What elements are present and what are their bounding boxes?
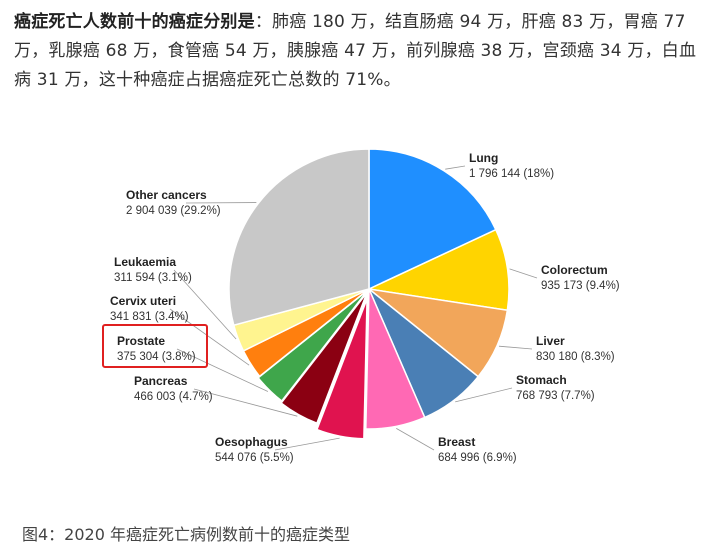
article-intro: 癌症死亡人数前十的癌症分别是：肺癌 180 万，结直肠癌 94 万，肝癌 83 … [14, 8, 708, 95]
leader-line-breast [396, 428, 435, 451]
slice-label-stomach: Stomach [516, 373, 567, 387]
slice-label-pancreas: Pancreas [134, 374, 188, 388]
slice-label-oesophagus: Oesophagus [215, 435, 288, 449]
leader-line-stomach [455, 387, 513, 403]
slice-value-pancreas: 466 003 (4.7%) [134, 391, 213, 403]
slice-value-leukaemia: 311 594 (3.1%) [114, 272, 192, 284]
leader-line-liver [498, 345, 533, 350]
slice-label-leukaemia: Leukaemia [114, 255, 176, 269]
leader-lines [169, 165, 538, 451]
slice-value-other-cancers: 2 904 039 (29.2%) [126, 205, 221, 217]
slice-label-lung: Lung [469, 151, 498, 165]
slice-value-cervix-uteri: 341 831 (3.4%) [110, 311, 189, 323]
slice-label-other-cancers: Other cancers [126, 188, 207, 202]
pie-slice-lung [368, 148, 497, 291]
prostate-highlight-box [102, 324, 208, 368]
figure-caption: 图4：2020 年癌症死亡病例数前十的癌症类型 [22, 525, 350, 544]
pie-slice-pancreas [280, 292, 368, 425]
slice-labels: Lung 1 796 144 (18%) Colorectum 935 173 (9.… [110, 151, 620, 464]
leader-line-lung [445, 165, 466, 170]
leader-line-cervix-uteri [169, 308, 250, 366]
slice-value-colorectum: 935 173 (9.4%) [541, 280, 620, 292]
slice-label-colorectum: Colorectum [541, 263, 608, 277]
leader-line-leukaemia [173, 269, 237, 340]
intro-bold-text: 癌症死亡人数前十的癌症分别是 [14, 12, 255, 32]
pie-slice-other-cancers [228, 148, 370, 327]
pie-slice-breast [365, 288, 426, 430]
slice-label-prostate: Prostate [117, 334, 165, 348]
leader-line-colorectum [509, 268, 538, 279]
slice-value-breast: 684 996 (6.9%) [438, 452, 517, 464]
slice-label-cervix-uteri: Cervix uteri [110, 294, 176, 308]
slice-value-liver: 830 180 (8.3%) [536, 351, 615, 363]
pie-slice-oesophagus [315, 298, 368, 440]
intro-text: ：肺癌 180 万，结直肠癌 94 万，肝癌 83 万，胃癌 77 万，乳腺癌 … [14, 12, 697, 90]
pie-slices [228, 148, 510, 440]
pie-slice-prostate [257, 289, 369, 403]
pie-chart: Lung 1 796 144 (18%) Colorectum 935 173 (9.… [102, 148, 620, 464]
slice-value-oesophagus: 544 076 (5.5%) [215, 452, 294, 464]
slice-value-lung: 1 796 144 (18%) [469, 168, 554, 180]
slice-value-stomach: 768 793 (7.7%) [516, 390, 595, 402]
leader-line-prostate [176, 348, 269, 392]
slice-label-liver: Liver [536, 334, 565, 348]
slice-value-prostate: 375 304 (3.8%) [117, 351, 196, 363]
pie-slice-colorectum [366, 228, 510, 312]
leader-line-pancreas [193, 388, 298, 417]
slice-label-breast: Breast [438, 435, 475, 449]
leader-line-oesophagus [274, 437, 340, 451]
